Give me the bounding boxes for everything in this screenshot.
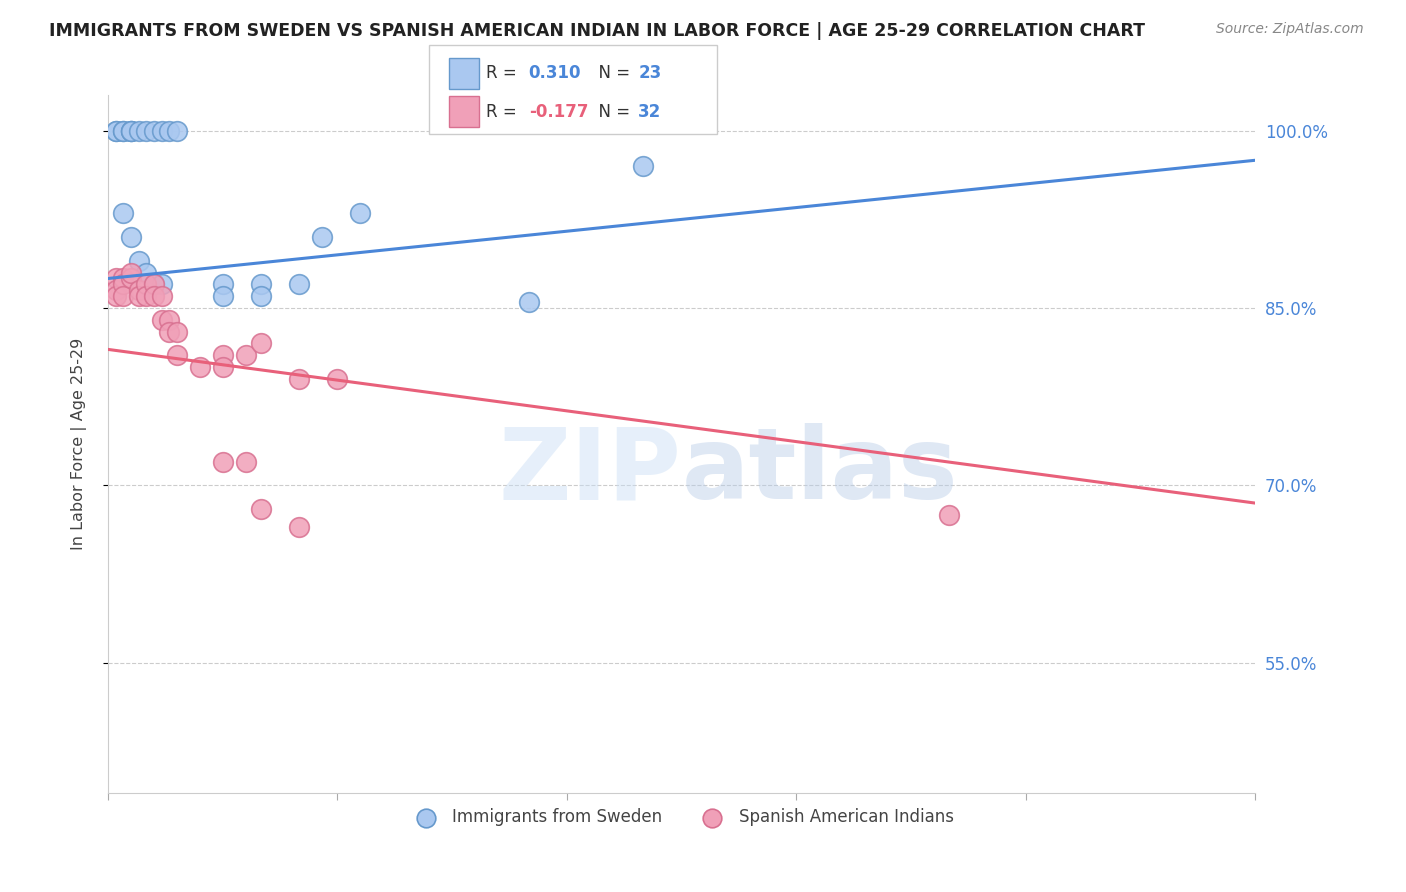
Point [120, 124, 142, 138]
Text: 0.310: 0.310 [529, 64, 581, 82]
Point [104, 124, 127, 138]
Point [938, 508, 960, 522]
Text: Source: ZipAtlas.com: Source: ZipAtlas.com [1216, 22, 1364, 37]
Point [166, 124, 188, 138]
Point [288, 277, 311, 292]
Point [112, 277, 135, 292]
Point [235, 455, 257, 469]
Point [349, 206, 371, 220]
Point [104, 283, 127, 297]
Point [157, 325, 180, 339]
Text: IMMIGRANTS FROM SWEDEN VS SPANISH AMERICAN INDIAN IN LABOR FORCE | AGE 25-29 COR: IMMIGRANTS FROM SWEDEN VS SPANISH AMERIC… [49, 22, 1146, 40]
Point [112, 271, 135, 285]
Point [188, 360, 211, 375]
Point [150, 277, 173, 292]
Point [120, 271, 142, 285]
Point [104, 124, 127, 138]
Text: ZIP: ZIP [499, 424, 682, 520]
Point [166, 348, 188, 362]
Legend: Immigrants from Sweden, Spanish American Indians: Immigrants from Sweden, Spanish American… [402, 802, 960, 833]
Text: N =: N = [588, 64, 636, 82]
Point [150, 124, 173, 138]
Point [288, 519, 311, 533]
Point [157, 124, 180, 138]
Point [250, 502, 273, 516]
Point [211, 348, 233, 362]
Point [135, 124, 157, 138]
Point [112, 289, 135, 303]
Point [311, 230, 333, 244]
Point [112, 206, 135, 220]
Point [288, 372, 311, 386]
Point [135, 266, 157, 280]
Point [150, 289, 173, 303]
Text: -0.177: -0.177 [529, 103, 588, 120]
Point [142, 124, 165, 138]
Point [150, 313, 173, 327]
Point [633, 159, 655, 173]
Point [112, 124, 135, 138]
Text: atlas: atlas [682, 424, 957, 520]
Point [112, 124, 135, 138]
Point [128, 289, 150, 303]
Point [157, 313, 180, 327]
Text: N =: N = [588, 103, 636, 120]
Point [142, 289, 165, 303]
Point [211, 455, 233, 469]
Point [142, 277, 165, 292]
Point [135, 277, 157, 292]
Point [517, 295, 540, 310]
Point [250, 277, 273, 292]
Point [211, 360, 233, 375]
Point [104, 271, 127, 285]
Point [250, 336, 273, 351]
Point [128, 124, 150, 138]
Text: 32: 32 [638, 103, 662, 120]
Point [120, 124, 142, 138]
Point [128, 283, 150, 297]
Y-axis label: In Labor Force | Age 25-29: In Labor Force | Age 25-29 [72, 338, 87, 550]
Point [104, 289, 127, 303]
Point [128, 253, 150, 268]
Point [120, 124, 142, 138]
Point [120, 266, 142, 280]
Point [120, 230, 142, 244]
Text: 23: 23 [638, 64, 662, 82]
Point [235, 348, 257, 362]
Point [142, 277, 165, 292]
Text: R =: R = [486, 103, 523, 120]
Point [250, 289, 273, 303]
Point [135, 289, 157, 303]
Point [211, 277, 233, 292]
Point [326, 372, 349, 386]
Text: R =: R = [486, 64, 523, 82]
Point [211, 289, 233, 303]
Point [166, 325, 188, 339]
